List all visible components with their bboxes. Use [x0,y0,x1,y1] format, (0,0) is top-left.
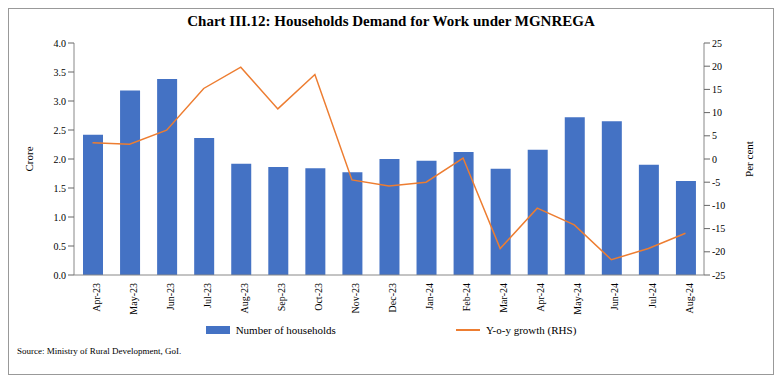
svg-text:Mar-24: Mar-24 [498,283,509,313]
svg-text:Dec-23: Dec-23 [387,283,398,312]
svg-text:0: 0 [712,154,717,165]
svg-text:Crore: Crore [23,146,35,171]
svg-text:1.5: 1.5 [54,183,67,194]
svg-text:-25: -25 [712,270,725,281]
svg-text:Jun-23: Jun-23 [165,283,176,310]
svg-text:Nov-23: Nov-23 [350,283,361,314]
svg-text:Per cent: Per cent [743,141,755,177]
svg-text:Sep-23: Sep-23 [276,283,287,311]
svg-text:-10: -10 [712,200,725,211]
svg-text:3.0: 3.0 [54,96,67,107]
svg-text:Jul-23: Jul-23 [202,283,213,308]
svg-text:Jan-24: Jan-24 [424,283,435,310]
svg-text:10: 10 [712,107,722,118]
svg-text:15: 15 [712,84,722,95]
svg-text:Aug-24: Aug-24 [684,283,695,314]
svg-text:Apr-24: Apr-24 [535,283,546,312]
svg-text:20: 20 [712,61,722,72]
svg-text:0.5: 0.5 [54,241,67,252]
svg-text:25: 25 [712,38,722,49]
svg-text:2.5: 2.5 [54,125,67,136]
svg-text:0.0: 0.0 [54,270,67,281]
html-text:Y-o-y growth (RHS): Y-o-y growth (RHS) [485,324,577,336]
svg-text:Feb-24: Feb-24 [461,283,472,311]
svg-text:-15: -15 [712,223,725,234]
svg-text:2.0: 2.0 [54,154,67,165]
svg-text:1.0: 1.0 [54,212,67,223]
svg-text:Oct-23: Oct-23 [313,283,324,311]
svg-text:-20: -20 [712,246,725,257]
svg-text:4.0: 4.0 [54,38,67,49]
svg-text:Jul-24: Jul-24 [647,283,658,308]
svg-text:5: 5 [712,130,717,141]
svg-text:Aug-23: Aug-23 [239,283,250,314]
html-text:Chart III.12: Households Deman: Chart III.12: Households Demand for Work… [187,13,595,29]
svg-text:3.5: 3.5 [54,67,67,78]
svg-text:May-24: May-24 [572,283,583,315]
svg-text:Jun-24: Jun-24 [609,283,620,310]
html-text:Source: Ministry of Rural Deve: Source: Ministry of Rural Development, G… [17,346,182,356]
svg-text:Apr-23: Apr-23 [91,283,102,312]
html-text:Number of households: Number of households [235,324,336,336]
svg-text:May-23: May-23 [128,283,139,315]
svg-text:-5: -5 [712,177,720,188]
